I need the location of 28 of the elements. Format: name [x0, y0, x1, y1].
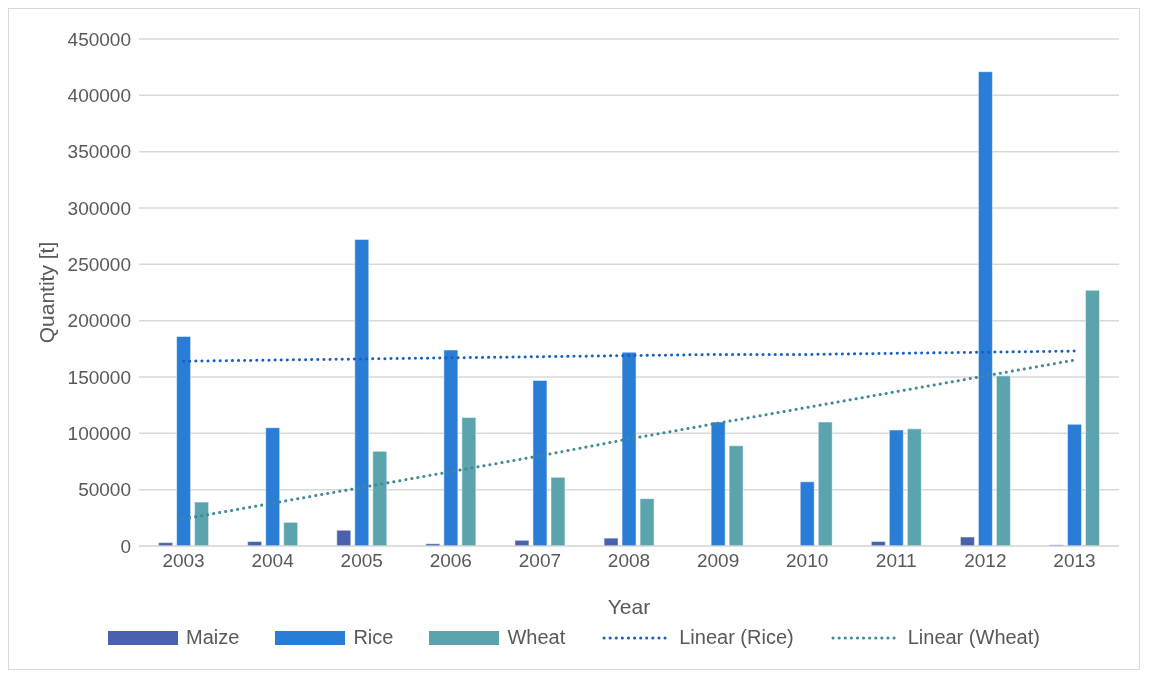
x-tick-label: 2006 — [429, 550, 472, 572]
legend-label: Maize — [186, 626, 240, 649]
y-tick-label: 250000 — [67, 254, 131, 276]
x-tick-label: 2003 — [162, 550, 205, 572]
x-tick-label: 2007 — [518, 550, 562, 572]
y-tick-label: 400000 — [67, 85, 131, 107]
y-tick-label: 300000 — [67, 197, 131, 219]
x-tick-label: 2004 — [251, 550, 295, 572]
x-tick-label: 2008 — [607, 550, 651, 572]
x-axis-title: Year — [607, 595, 651, 618]
y-tick-label: 450000 — [67, 28, 131, 50]
y-tick-label: 0 — [120, 535, 131, 557]
y-tick-label: 350000 — [67, 141, 131, 163]
legend-label: Wheat — [507, 626, 566, 649]
legend-label: Rice — [353, 626, 394, 649]
y-tick-label: 200000 — [67, 310, 131, 332]
x-tick-label: 2009 — [696, 550, 740, 572]
x-tick-label: 2011 — [875, 550, 917, 572]
x-tick-label: 2005 — [340, 550, 383, 572]
x-tick-label: 2013 — [1053, 550, 1096, 572]
x-tick-label: 2012 — [964, 550, 1007, 572]
y-tick-label: 50000 — [78, 479, 131, 501]
y-tick-label: 100000 — [67, 423, 131, 445]
legend-label: Linear (Wheat) — [907, 626, 1040, 649]
legend-label: Linear (Rice) — [679, 626, 794, 649]
y-axis-title: Quantity [t] — [35, 241, 59, 344]
x-tick-label: 2010 — [786, 550, 829, 572]
y-tick-label: 150000 — [67, 366, 131, 388]
